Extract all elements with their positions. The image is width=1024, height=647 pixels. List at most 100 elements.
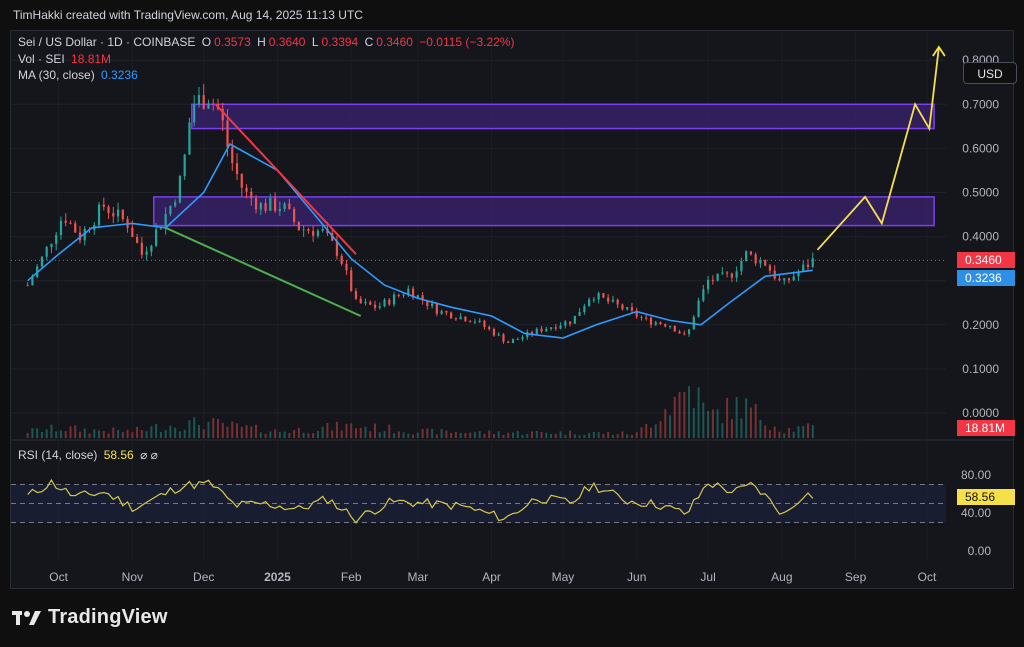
volume-bar (711, 409, 714, 438)
rsi-settings-icon[interactable]: ⌀ ⌀ (140, 448, 158, 462)
candle-body (231, 147, 234, 164)
candle-body (668, 325, 672, 327)
ma-line (27, 142, 813, 339)
candle-body (616, 299, 619, 305)
candle-body (212, 103, 215, 105)
symbol-legend[interactable]: Sei / US Dollar · 1D · COINBASE O 0.3573 … (18, 35, 517, 49)
candle-body (164, 213, 167, 229)
candle-body (350, 270, 353, 292)
candle-body (340, 255, 343, 264)
volume-bar (74, 425, 77, 438)
volume-bar (59, 430, 62, 438)
candle-body (407, 288, 410, 295)
price-tick-label: 0.5000 (962, 186, 999, 200)
candle-body (778, 278, 781, 281)
volume-bar (764, 425, 767, 438)
volume-bar (511, 432, 514, 438)
volume-bar (469, 432, 472, 438)
volume-bar (102, 431, 105, 438)
candle-body (459, 316, 462, 320)
candle-body (188, 122, 191, 155)
volume-bar (45, 429, 48, 438)
volume-bar (354, 428, 357, 438)
candle-body (245, 187, 248, 192)
volume-bar (412, 434, 415, 438)
volume-bar (278, 431, 281, 438)
volume-bar (393, 433, 396, 438)
time-tick-label: Feb (341, 570, 362, 584)
volume-bars (26, 386, 814, 438)
volume-bar (378, 432, 381, 438)
volume-bar (69, 426, 72, 438)
rsi-line (27, 478, 814, 524)
volume-bar (107, 433, 110, 438)
ma-legend[interactable]: MA (30, close) 0.3236 (18, 68, 141, 82)
candle-body (102, 204, 105, 207)
volume-bar (155, 423, 158, 438)
candle-body (197, 95, 201, 105)
volume-bar (721, 423, 724, 438)
volume-bar (421, 429, 424, 438)
currency-button[interactable]: USD (963, 62, 1017, 84)
volume-bar (274, 429, 277, 438)
candle-body (564, 321, 567, 326)
volume-bar (245, 425, 248, 438)
green-trendline (165, 226, 362, 317)
volume-bar (497, 431, 500, 438)
candle-body (131, 227, 134, 238)
candle-body (568, 321, 572, 324)
ma-value: 0.3236 (101, 68, 138, 82)
close-value: 0.3460 (376, 35, 413, 49)
candle-body (721, 272, 724, 274)
volume-legend[interactable]: Vol · SEI 18.81M (18, 52, 114, 66)
volume-bar (126, 429, 129, 438)
volume-bar (316, 430, 319, 438)
supply-zone (191, 103, 935, 130)
open-label: O (201, 35, 212, 49)
volume-bar (426, 428, 429, 438)
time-tick-label: Oct (918, 570, 937, 584)
volume-bar (250, 426, 253, 438)
volume-bar (83, 428, 86, 438)
time-tick-label: 2025 (264, 570, 291, 584)
candle-body (687, 329, 691, 335)
volume-bar (450, 432, 453, 438)
volume-bar (150, 426, 153, 438)
rsi-legend[interactable]: RSI (14, close) 58.56 ⌀ ⌀ (18, 448, 161, 462)
volume-bar (640, 427, 643, 438)
chart-canvas[interactable]: 0.00000.10000.20000.30000.40000.50000.60… (11, 31, 1013, 588)
candle-body (250, 191, 253, 199)
candle-body (307, 229, 310, 231)
volume-bar (312, 433, 315, 438)
candle-body (397, 294, 400, 296)
candle-body (806, 264, 810, 267)
candle-body (640, 316, 643, 318)
candle-body (802, 264, 805, 272)
volume-bar (783, 433, 786, 438)
volume-bar (683, 391, 686, 438)
candle-body (635, 310, 638, 317)
volume-bar (726, 397, 729, 438)
price-tick-label: 0.2000 (962, 318, 999, 332)
candle-body (554, 327, 557, 329)
volume-bar (369, 431, 372, 438)
candle-body (264, 203, 267, 211)
candle-body (678, 331, 681, 334)
volume-bar (26, 433, 29, 438)
volume-bar (669, 415, 672, 438)
candle-body (345, 263, 348, 271)
volume-bar (578, 435, 581, 438)
candle-body (645, 317, 648, 319)
volume-bar (707, 411, 710, 438)
chart-panel[interactable]: 0.00000.10000.20000.30000.40000.50000.60… (10, 30, 1017, 589)
volume-bar (697, 387, 700, 438)
volume-bar (807, 423, 810, 438)
candle-body (240, 174, 243, 188)
brand-logo[interactable]: TradingView (12, 606, 168, 629)
candle-body (235, 163, 239, 175)
volume-bar (478, 430, 481, 438)
volume-bar (416, 432, 419, 438)
candle-body (74, 223, 77, 233)
volume-bar (169, 425, 172, 438)
volume-bar (359, 427, 362, 438)
